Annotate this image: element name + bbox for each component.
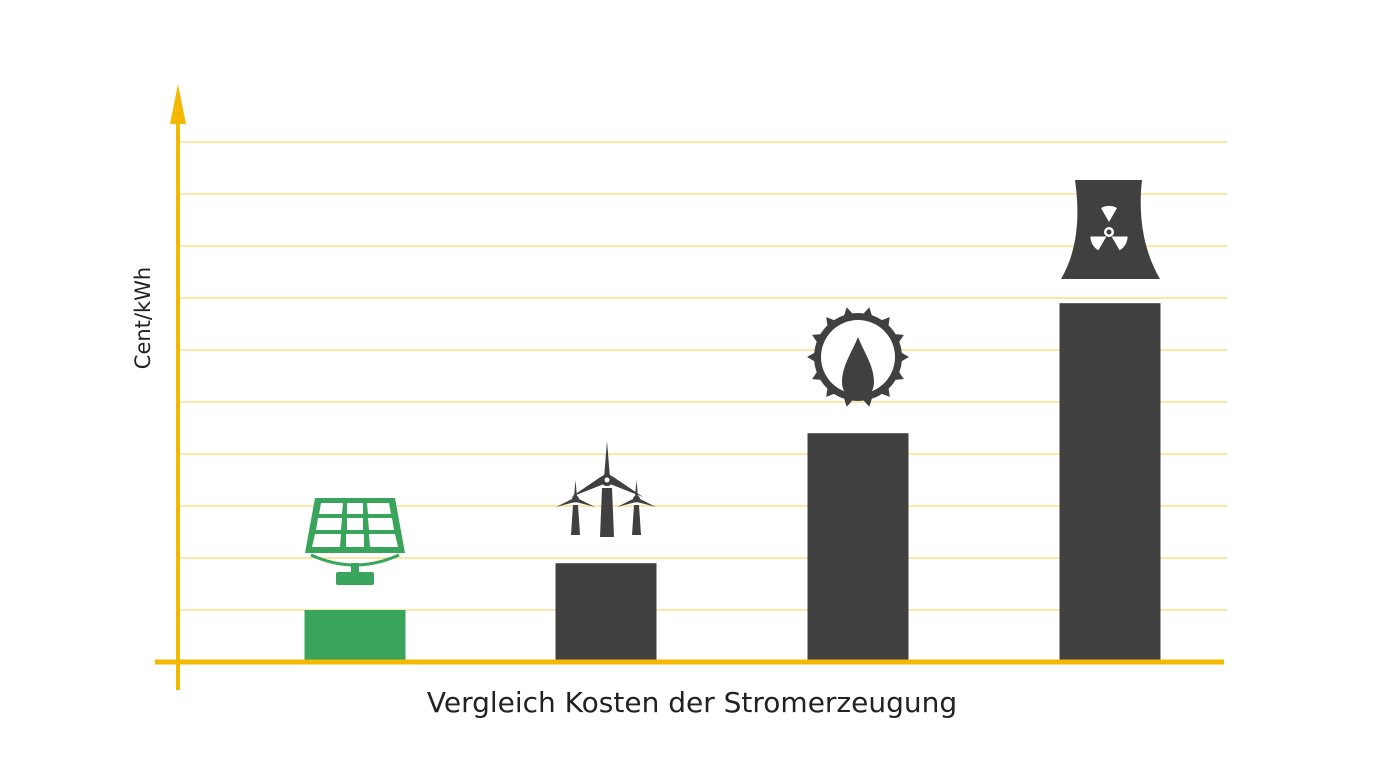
- axes: [155, 84, 1224, 690]
- solar-panel-icon: [305, 498, 405, 585]
- wind-turbines-icon: [556, 441, 656, 537]
- gas-icon-ray: [807, 351, 817, 363]
- x-axis-label: Vergleich Kosten der Stromerzeugung: [427, 686, 957, 719]
- gas-icon-ray: [899, 351, 909, 363]
- bar-3: [807, 433, 909, 662]
- nuclear-cooling-tower-icon: [1061, 180, 1160, 279]
- bar-1: [304, 610, 406, 662]
- category-icons: [305, 180, 1160, 585]
- bar-2: [555, 563, 657, 662]
- bars: [304, 303, 1161, 662]
- bar-4: [1059, 303, 1161, 662]
- y-axis-arrow: [170, 84, 186, 124]
- y-axis-label: Cent/kWh: [131, 267, 155, 369]
- gas-flame-icon: [807, 307, 909, 407]
